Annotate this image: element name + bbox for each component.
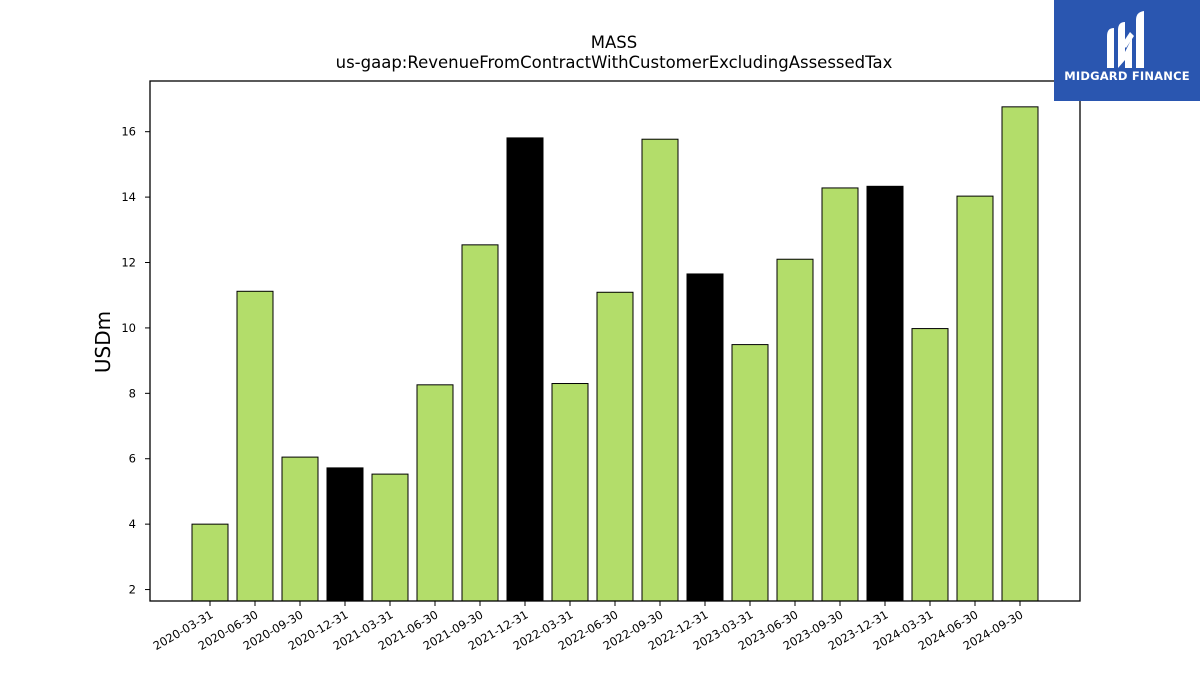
bar-2022-09-30 (641, 138, 679, 602)
bar-2020-06-30 (236, 290, 274, 602)
bar-2020-12-31 (326, 467, 364, 602)
y-tick-label: 4 (129, 517, 136, 531)
bar-2021-12-31 (506, 137, 544, 602)
bar-2021-03-31 (371, 473, 409, 602)
bar-2023-12-31 (866, 185, 904, 602)
chart-subtitle: us-gaap:RevenueFromContractWithCustomerE… (336, 53, 893, 72)
brand-logo: MIDGARD FINANCE (1054, 0, 1200, 101)
y-tick-label: 8 (129, 386, 136, 400)
bar-2022-06-30 (596, 291, 634, 602)
bar-2024-09-30 (1001, 106, 1039, 602)
bar-2024-06-30 (956, 195, 994, 602)
bar-2021-06-30 (416, 384, 454, 602)
bar-2021-09-30 (461, 244, 499, 602)
y-ticks-group: 2 4 6 8 10 12 14 16 (121, 125, 150, 597)
y-axis-label: USDm (91, 311, 115, 373)
bar-2020-03-31 (191, 523, 229, 602)
y-tick-label: 14 (121, 190, 136, 204)
bar-2024-03-31 (911, 328, 949, 602)
bars-group (191, 106, 1039, 602)
chart-title: MASS (591, 33, 637, 52)
y-tick-label: 10 (121, 321, 136, 335)
plot-frame (149, 80, 1081, 602)
y-tick-label: 16 (121, 125, 136, 139)
bar-2022-03-31 (551, 383, 589, 602)
y-tick-label: 12 (121, 256, 136, 270)
bar-2022-12-31 (686, 273, 724, 602)
bar-2020-09-30 (281, 456, 319, 602)
bar-2023-09-30 (821, 187, 859, 602)
logo-text: MIDGARD FINANCE (1064, 69, 1190, 83)
bar-2023-06-30 (776, 258, 814, 602)
midgard-logo-icon (1107, 11, 1144, 68)
x-ticks-group: 2020-03-312020-06-302020-09-302020-12-31… (151, 601, 1026, 653)
y-tick-label: 2 (129, 583, 136, 597)
y-tick-label: 6 (129, 452, 136, 466)
bar-2023-03-31 (731, 344, 769, 602)
